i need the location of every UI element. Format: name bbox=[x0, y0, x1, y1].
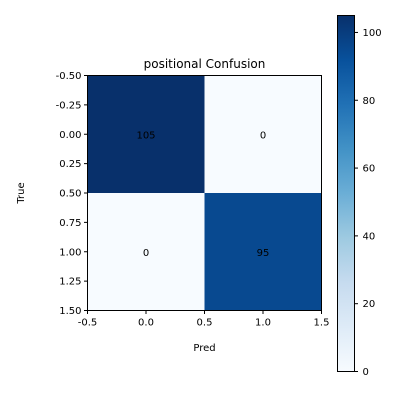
cell-value-label: 105 bbox=[136, 130, 155, 141]
chart-title: positional Confusion bbox=[144, 57, 266, 71]
y-tick-label: 0.00 bbox=[59, 130, 81, 141]
cell-value-label: 0 bbox=[143, 248, 149, 259]
colorbar bbox=[337, 15, 355, 372]
y-tick-label: -0.25 bbox=[56, 100, 82, 111]
x-tick-label: 1.0 bbox=[255, 318, 271, 329]
x-tick-label: 0.5 bbox=[197, 318, 213, 329]
x-tick-label: 0.0 bbox=[138, 318, 154, 329]
y-tick-label: 1.50 bbox=[59, 306, 81, 317]
colorbar-tick-label: 40 bbox=[363, 231, 376, 242]
cell-value-label: 95 bbox=[257, 248, 270, 259]
x-axis-ticks: -0.5 0.0 0.5 1.0 1.5 bbox=[78, 310, 330, 329]
heatmap-cell bbox=[87, 75, 205, 193]
y-tick-label: 1.00 bbox=[59, 247, 81, 258]
heatmap-cells bbox=[87, 75, 322, 311]
heatmap-cell bbox=[204, 75, 322, 193]
y-axis-label: True bbox=[16, 182, 27, 204]
x-tick-label: -0.5 bbox=[78, 318, 98, 329]
y-tick-label: 0.75 bbox=[59, 218, 81, 229]
colorbar-tick-label: 0 bbox=[363, 367, 369, 378]
y-axis-ticks: -0.50 -0.25 0.00 0.25 0.50 0.75 1.00 1.25 1.50 bbox=[56, 71, 88, 317]
y-tick-label: 0.50 bbox=[59, 189, 81, 200]
x-tick-label: 1.5 bbox=[314, 318, 330, 329]
colorbar-tick-label: 60 bbox=[363, 164, 376, 175]
colorbar-ticks: 0 20 40 60 80 100 bbox=[354, 28, 382, 378]
x-axis-label: Pred bbox=[193, 343, 215, 354]
colorbar-tick-label: 100 bbox=[363, 28, 382, 39]
cell-labels: 105 0 0 95 bbox=[136, 130, 269, 259]
cell-value-label: 0 bbox=[260, 130, 266, 141]
y-tick-label: 0.25 bbox=[59, 159, 81, 170]
heatmap-cell bbox=[204, 193, 322, 311]
heatmap-cell bbox=[87, 193, 205, 311]
y-tick-label: 1.25 bbox=[59, 277, 81, 288]
colorbar-tick-label: 20 bbox=[363, 299, 376, 310]
y-tick-label: -0.50 bbox=[56, 71, 82, 82]
colorbar-tick-label: 80 bbox=[363, 96, 376, 107]
